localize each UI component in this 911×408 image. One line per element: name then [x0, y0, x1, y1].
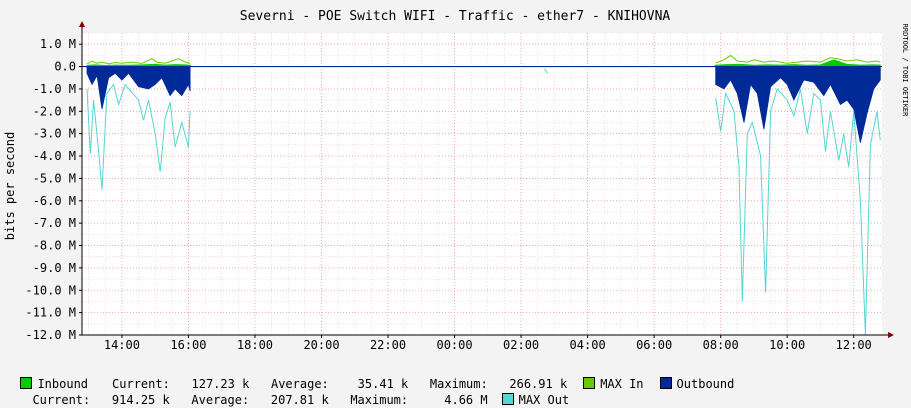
inbound-stats: Current: 127.23 k Average: 35.41 k Maxim… — [112, 377, 568, 391]
y-axis-arrow — [79, 21, 85, 27]
max-in-swatch — [583, 377, 596, 389]
y-tick-label: -8.0 M — [33, 239, 76, 253]
x-tick-label: 20:00 — [303, 338, 339, 352]
legend-row-1: Inbound Current: 127.23 k Average: 35.41 … — [0, 360, 911, 392]
tick-labels: 1.0 M 0.0 -1.0 M -2.0 M -3.0 M -4.0 M -5.0 M -6… — [25, 37, 871, 352]
y-tick-label: -4.0 M — [33, 149, 76, 163]
y-tick-label: -3.0 M — [33, 127, 76, 141]
x-tick-label: 08:00 — [703, 338, 739, 352]
outbound-area — [715, 66, 881, 143]
grid — [82, 32, 882, 336]
y-tick-label: 1.0 M — [40, 37, 76, 51]
legend-max-out: MAX Out — [501, 392, 570, 408]
y-axis-label: bits per second — [3, 132, 17, 240]
x-tick-label: 12:00 — [836, 338, 872, 352]
outbound-area — [86, 66, 191, 110]
outbound-stats: Current: 914.25 k Average: 207.81 k Maxi… — [32, 393, 488, 407]
outbound-label: Outbound — [676, 377, 735, 391]
x-tick-label: 10:00 — [769, 338, 805, 352]
max-out-line — [86, 83, 191, 190]
y-tick-label: -5.0 M — [33, 171, 76, 185]
max-out-line — [715, 87, 881, 336]
axes — [79, 21, 894, 338]
x-tick-label: 04:00 — [570, 338, 606, 352]
x-tick-label: 16:00 — [170, 338, 206, 352]
inbound-area — [712, 59, 881, 67]
max-out-line — [543, 68, 549, 74]
x-tick-label: 02:00 — [503, 338, 539, 352]
legend-row-2: Current: 914.25 k Average: 207.81 k Maxi… — [0, 376, 911, 408]
x-axis-arrow — [888, 332, 894, 338]
legend-max-in: MAX In — [583, 376, 644, 392]
y-tick-label: -2.0 M — [33, 104, 76, 118]
x-tick-label: 00:00 — [436, 338, 472, 352]
x-tick-label: 06:00 — [636, 338, 672, 352]
legend-inbound: Inbound — [20, 376, 88, 392]
y-tick-label: -7.0 M — [33, 216, 76, 230]
x-tick-label: 22:00 — [370, 338, 406, 352]
x-tick-label: 18:00 — [237, 338, 273, 352]
max-in-line — [86, 58, 191, 65]
inbound-swatch — [20, 377, 33, 389]
y-tick-label: -12.0 M — [25, 328, 76, 342]
watermark: RRDTOOL / TOBI OETIKER — [901, 24, 909, 118]
inbound-label: Inbound — [37, 377, 89, 391]
legend-outbound: Outbound — [659, 376, 735, 392]
y-tick-label: -9.0 M — [33, 261, 76, 275]
y-tick-label: -10.0 M — [25, 283, 76, 297]
y-tick-label: -1.0 M — [33, 82, 76, 96]
max-out-swatch — [501, 393, 514, 405]
max-in-line — [715, 54, 881, 64]
series-layer — [86, 54, 881, 336]
chart-title: Severni - POE Switch WIFI - Traffic - et… — [240, 9, 671, 24]
outbound-swatch — [659, 377, 672, 389]
max-in-label: MAX In — [600, 377, 644, 391]
x-tick-label: 14:00 — [104, 338, 140, 352]
y-tick-label: -6.0 M — [33, 194, 76, 208]
max-out-label: MAX Out — [518, 393, 570, 407]
y-tick-label: -11.0 M — [25, 306, 76, 320]
y-tick-label: 0.0 — [54, 60, 76, 74]
